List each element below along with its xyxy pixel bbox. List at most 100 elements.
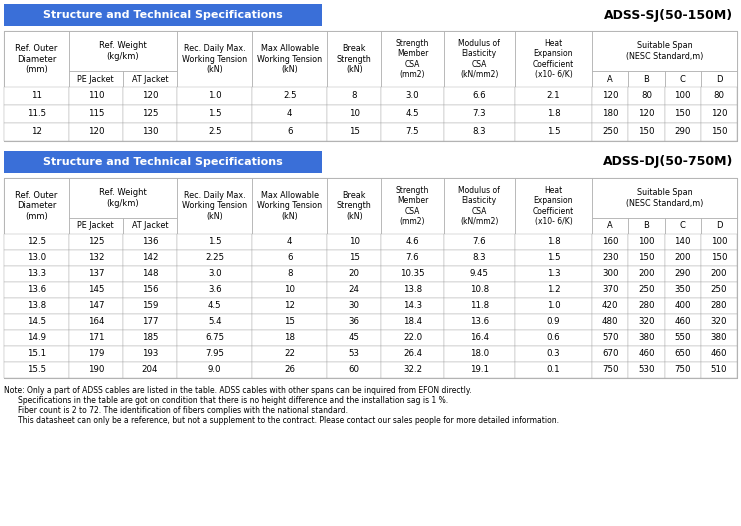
Bar [123, 362, 177, 378]
Bar [4, 123, 69, 141]
Bar [628, 71, 665, 87]
Text: 110: 110 [87, 92, 104, 100]
Text: 130: 130 [142, 127, 159, 137]
Text: 460: 460 [638, 349, 655, 359]
Text: B: B [644, 221, 649, 230]
Text: 460: 460 [674, 318, 691, 327]
Bar [515, 105, 592, 123]
Bar [665, 282, 701, 298]
Bar [177, 298, 252, 314]
Bar [69, 282, 123, 298]
Bar [123, 346, 177, 362]
Text: 290: 290 [674, 127, 691, 137]
Text: 120: 120 [87, 127, 104, 137]
Text: 150: 150 [711, 127, 727, 137]
Bar [4, 346, 69, 362]
Bar [69, 314, 123, 330]
Text: Break
Strength
(kN): Break Strength (kN) [337, 44, 372, 74]
Text: 0.9: 0.9 [547, 318, 560, 327]
Bar [123, 250, 177, 266]
Bar [592, 123, 628, 141]
Bar [592, 105, 628, 123]
Bar [665, 266, 701, 282]
Text: 300: 300 [602, 269, 619, 278]
Text: 4: 4 [287, 109, 293, 118]
Bar [665, 105, 701, 123]
Bar [328, 362, 382, 378]
Bar [4, 105, 69, 123]
Text: 18: 18 [285, 333, 295, 342]
Bar [177, 282, 252, 298]
Text: Ref. Weight
(kg/km): Ref. Weight (kg/km) [99, 42, 147, 60]
Bar [177, 123, 252, 141]
Bar [592, 31, 737, 71]
Text: 15: 15 [285, 318, 295, 327]
Bar [515, 362, 592, 378]
Bar [592, 71, 628, 87]
Text: Strength
Member
CSA
(mm2): Strength Member CSA (mm2) [396, 39, 429, 79]
Bar [592, 87, 628, 105]
Bar [515, 282, 592, 298]
Bar [4, 314, 737, 330]
Text: 32.2: 32.2 [403, 366, 422, 375]
Bar [177, 330, 252, 346]
Bar [69, 330, 123, 346]
Text: 14.5: 14.5 [27, 318, 46, 327]
Bar [382, 87, 444, 105]
Text: 1.0: 1.0 [208, 92, 222, 100]
Text: Fiber count is 2 to 72. The identification of fibers complies with the national : Fiber count is 2 to 72. The identificati… [18, 406, 348, 415]
Text: 1.5: 1.5 [547, 127, 560, 137]
Bar [592, 250, 628, 266]
Text: 350: 350 [674, 286, 691, 295]
Text: 320: 320 [638, 318, 655, 327]
Text: 159: 159 [142, 301, 159, 310]
Text: A: A [608, 75, 614, 84]
Text: 193: 193 [142, 349, 159, 359]
Bar [665, 218, 701, 234]
Bar [177, 105, 252, 123]
Bar [4, 282, 69, 298]
Bar [382, 31, 444, 87]
Text: C: C [679, 75, 685, 84]
Text: 11.8: 11.8 [470, 301, 488, 310]
Text: 280: 280 [638, 301, 655, 310]
Bar [252, 250, 328, 266]
Text: Ref. Outer
Diameter
(mm): Ref. Outer Diameter (mm) [15, 191, 58, 221]
Bar [69, 123, 123, 141]
Bar [592, 282, 628, 298]
Bar [515, 298, 592, 314]
Text: 570: 570 [602, 333, 619, 342]
Text: 7.6: 7.6 [406, 254, 419, 262]
Bar [177, 362, 252, 378]
Text: 13.6: 13.6 [470, 318, 488, 327]
Bar [665, 87, 701, 105]
Text: 80: 80 [714, 92, 725, 100]
Text: 8.3: 8.3 [472, 254, 486, 262]
Text: Ref. Outer
Diameter
(mm): Ref. Outer Diameter (mm) [15, 44, 58, 74]
Text: 0.6: 0.6 [547, 333, 560, 342]
Text: Suitable Span
(NESC Standard,m): Suitable Span (NESC Standard,m) [626, 188, 703, 208]
Text: A: A [608, 221, 614, 230]
Text: 142: 142 [142, 254, 159, 262]
Bar [252, 298, 328, 314]
Text: 45: 45 [349, 333, 360, 342]
Bar [69, 105, 123, 123]
Bar [515, 330, 592, 346]
Text: 10: 10 [349, 238, 360, 247]
Text: 400: 400 [674, 301, 691, 310]
Bar [444, 87, 515, 105]
Text: Rec. Daily Max.
Working Tension
(kN): Rec. Daily Max. Working Tension (kN) [182, 191, 247, 221]
Bar [4, 362, 737, 378]
Bar [515, 250, 592, 266]
Text: 420: 420 [602, 301, 619, 310]
Text: 120: 120 [142, 92, 159, 100]
Bar [69, 266, 123, 282]
Bar [665, 250, 701, 266]
Bar [69, 178, 177, 218]
Text: C: C [679, 221, 685, 230]
Bar [123, 234, 177, 250]
Text: 380: 380 [638, 333, 655, 342]
Text: 150: 150 [711, 254, 727, 262]
Bar [4, 362, 69, 378]
Bar [4, 266, 69, 282]
